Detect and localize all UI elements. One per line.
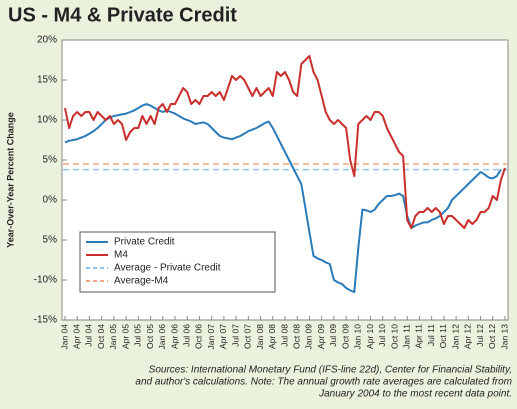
x-tick-label: Oct 06 (194, 324, 204, 349)
legend-label: Average - Private Credit (114, 263, 221, 274)
x-tick-label: Apr 11 (414, 324, 424, 349)
y-tick-label: 10% (37, 115, 57, 126)
x-tick-label: Oct 08 (291, 324, 301, 349)
x-tick-label: Apr 05 (120, 324, 130, 349)
x-tick-label: Jul 07 (230, 324, 240, 347)
x-tick-label: Apr 06 (169, 324, 179, 349)
chart-title: US - M4 & Private Credit (8, 4, 237, 26)
y-axis-label: Year-Over-Year Percent Change (5, 112, 15, 248)
x-tick-label: Jul 05 (133, 324, 143, 347)
legend-label: M4 (114, 250, 128, 261)
y-tick-label: -10% (34, 275, 57, 286)
x-tick-label: Oct 04 (96, 324, 106, 349)
x-tick-label: Jul 08 (279, 324, 289, 347)
legend-box (79, 231, 276, 293)
x-tick-label: Oct 10 (389, 324, 399, 349)
x-tick-label: Jan 10 (353, 324, 363, 350)
x-tick-label: Jan 07 (206, 324, 216, 350)
series-line (64, 55, 506, 229)
x-tick-label: Jul 11 (426, 324, 436, 346)
x-tick-label: Oct 11 (438, 324, 448, 349)
x-tick-label: Apr 08 (267, 324, 277, 349)
x-tick-label: Apr 07 (218, 324, 228, 349)
x-tick-label: Apr 12 (463, 324, 473, 349)
x-tick-label: Jan 08 (255, 324, 265, 350)
y-tick-label: -15% (34, 315, 57, 326)
x-tick-label: Jan 12 (450, 324, 460, 350)
y-tick-label: 20% (37, 35, 57, 46)
x-tick-label: Jul 12 (475, 324, 485, 347)
source-note: Sources: International Monetary Fund (IF… (149, 365, 512, 376)
x-tick-label: Jan 09 (304, 324, 314, 350)
x-tick-label: Jan 13 (499, 324, 509, 350)
source-note: and author's calculations. Note: The ann… (135, 377, 512, 388)
x-tick-label: Apr 10 (365, 324, 375, 349)
x-tick-label: Apr 09 (316, 324, 326, 349)
x-tick-label: Jul 09 (328, 324, 338, 347)
y-tick-label: 5% (43, 235, 58, 246)
x-tick-label: Jan 11 (401, 324, 411, 349)
x-tick-label: Jul 06 (181, 324, 191, 347)
x-tick-label: Oct 05 (145, 324, 155, 349)
y-tick-label: 15% (37, 75, 57, 86)
legend-label: Private Credit (114, 237, 175, 248)
x-tick-label: Jan 06 (157, 324, 167, 350)
y-tick-label: 5% (43, 155, 58, 166)
x-tick-label: Jan 04 (59, 324, 69, 350)
x-tick-label: Jan 05 (108, 324, 118, 350)
x-tick-label: Jul 04 (84, 324, 94, 347)
x-tick-label: Oct 12 (487, 324, 497, 349)
legend-label: Average-M4 (114, 276, 169, 287)
source-note: January 2004 to the most recent data poi… (318, 389, 512, 400)
x-tick-label: Jul 10 (377, 324, 387, 347)
x-tick-label: Oct 07 (243, 324, 253, 349)
y-tick-label: 0% (43, 195, 58, 206)
x-tick-label: Apr 04 (71, 324, 81, 349)
x-tick-label: Oct 09 (340, 324, 350, 349)
series-line (64, 103, 502, 293)
